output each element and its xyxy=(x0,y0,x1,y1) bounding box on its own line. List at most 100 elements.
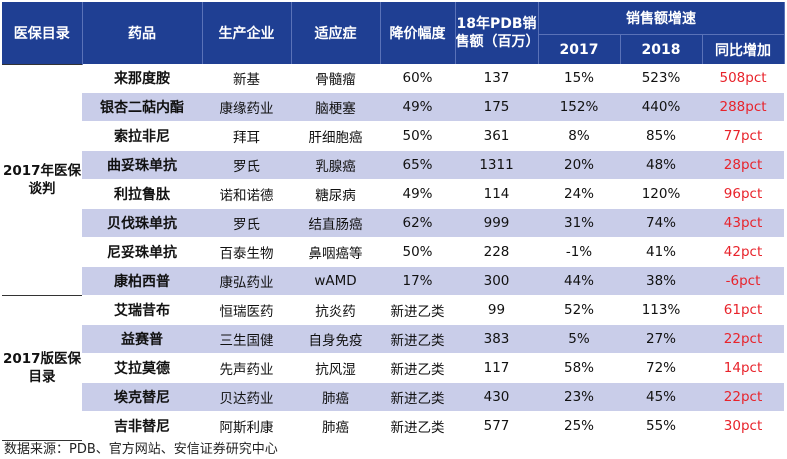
growth-2017: 44% xyxy=(538,266,620,296)
growth-2018: 48% xyxy=(620,150,702,180)
header-drug: 药品 xyxy=(82,2,203,64)
sales-value: 117 xyxy=(455,353,538,383)
indication: 脑梗塞 xyxy=(291,92,380,122)
growth-2018: 55% xyxy=(620,411,702,441)
growth-2017: 23% xyxy=(538,382,620,412)
header-category: 医保目录 xyxy=(2,2,83,64)
company-name: 阿斯利康 xyxy=(202,411,291,441)
price-cut: 50% xyxy=(380,237,455,267)
sales-value: 300 xyxy=(455,266,538,296)
table-row: 艾拉莫德 先声药业 抗风湿 新进乙类 117 58% 72% 14pct xyxy=(2,353,785,383)
price-cut: 62% xyxy=(380,208,455,238)
header-price-cut: 降价幅度 xyxy=(380,2,456,64)
price-cut: 49% xyxy=(380,92,455,122)
sales-value: 383 xyxy=(455,324,538,354)
table-row: 益赛普 三生国健 自身免疫 新进乙类 383 5% 27% 22pct xyxy=(2,324,785,354)
header-indication: 适应症 xyxy=(291,2,381,64)
indication: wAMD xyxy=(291,266,380,296)
indication: 骨髓瘤 xyxy=(291,64,380,93)
table-row: 吉非替尼 阿斯利康 肺癌 新进乙类 577 25% 55% 30pct xyxy=(2,411,785,441)
drug-name: 利拉鲁肽 xyxy=(82,179,202,209)
growth-2018: 85% xyxy=(620,121,702,151)
table-row: 贝伐珠单抗 罗氏 结直肠癌 62% 999 31% 74% 43pct xyxy=(2,208,785,238)
table-row: 康柏西普 康弘药业 wAMD 17% 300 44% 38% -6pct xyxy=(2,266,785,296)
growth-2018: 27% xyxy=(620,324,702,354)
company-name: 罗氏 xyxy=(202,208,291,238)
table-row: 2017版医保 目录 艾瑞昔布 恒瑞医药 抗炎药 新进乙类 99 52% 113% 61pct xyxy=(2,295,785,441)
growth-2018: 440% xyxy=(620,92,702,122)
growth-2018: 523% xyxy=(620,64,702,93)
company-name: 新基 xyxy=(202,64,291,93)
header-company: 生产企业 xyxy=(202,2,292,64)
growth-2017: 52% xyxy=(538,295,620,325)
indication: 结直肠癌 xyxy=(291,208,380,238)
group-label-line2: 谈判 xyxy=(28,180,56,197)
price-cut: 新进乙类 xyxy=(380,353,455,383)
drug-name: 益赛普 xyxy=(82,324,202,354)
table-row: 索拉非尼 拜耳 肝细胞癌 50% 361 8% 85% 77pct xyxy=(2,121,785,151)
group-label: 2017版医保 目录 xyxy=(2,295,82,441)
yoy-increase: 77pct xyxy=(702,121,785,151)
sales-value: 577 xyxy=(455,411,538,441)
table-row: 曲妥珠单抗 罗氏 乳腺癌 65% 1311 20% 48% 28pct xyxy=(2,150,785,180)
company-name: 诺和诺德 xyxy=(202,179,291,209)
indication: 肝细胞癌 xyxy=(291,121,380,151)
yoy-increase: 288pct xyxy=(702,92,785,122)
indication: 肺癌 xyxy=(291,411,380,441)
sales-value: 430 xyxy=(455,382,538,412)
drug-name: 艾瑞昔布 xyxy=(82,295,202,325)
header-sales-line1: 18年PDB销 xyxy=(456,16,537,32)
drug-name: 贝伐珠单抗 xyxy=(82,208,202,238)
growth-2018: 45% xyxy=(620,382,702,412)
price-cut: 17% xyxy=(380,266,455,296)
yoy-increase: 28pct xyxy=(702,150,785,180)
yoy-increase: 61pct xyxy=(702,295,785,325)
price-cut: 新进乙类 xyxy=(380,382,455,412)
yoy-increase: -6pct xyxy=(702,266,785,296)
drug-name: 埃克替尼 xyxy=(82,382,202,412)
yoy-increase: 22pct xyxy=(702,324,785,354)
growth-2017: -1% xyxy=(538,237,620,267)
sales-value: 999 xyxy=(455,208,538,238)
price-cut: 49% xyxy=(380,179,455,209)
drug-sales-table: 医保目录 药品 生产企业 适应症 降价幅度 18年PDB销 售额（百万） 销售额… xyxy=(2,2,785,441)
company-name: 罗氏 xyxy=(202,150,291,180)
company-name: 先声药业 xyxy=(202,353,291,383)
growth-2017: 25% xyxy=(538,411,620,441)
indication: 抗风湿 xyxy=(291,353,380,383)
table-row: 利拉鲁肽 诺和诺德 糖尿病 49% 114 24% 120% 96pct xyxy=(2,179,785,209)
table-row: 2017年医保 谈判 来那度胺 新基 骨髓瘤 60% 137 15% 523% 508pct xyxy=(2,63,785,296)
indication: 自身免疫 xyxy=(291,324,380,354)
growth-2018: 120% xyxy=(620,179,702,209)
price-cut: 新进乙类 xyxy=(380,295,455,325)
price-cut: 65% xyxy=(380,150,455,180)
growth-2017: 5% xyxy=(538,324,620,354)
price-cut: 60% xyxy=(380,64,455,93)
company-name: 百泰生物 xyxy=(202,237,291,267)
yoy-increase: 14pct xyxy=(702,353,785,383)
header-yoy: 同比增加 xyxy=(702,34,785,64)
company-name: 三生国健 xyxy=(202,324,291,354)
group-label-line1: 2017年医保 xyxy=(2,162,82,179)
drug-name: 吉非替尼 xyxy=(82,411,202,441)
growth-2018: 41% xyxy=(620,237,702,267)
indication: 肺癌 xyxy=(291,382,380,412)
drug-name: 艾拉莫德 xyxy=(82,353,202,383)
sales-value: 361 xyxy=(455,121,538,151)
sales-value: 114 xyxy=(455,179,538,209)
price-cut: 新进乙类 xyxy=(380,324,455,354)
sales-value: 137 xyxy=(455,64,538,93)
yoy-increase: 43pct xyxy=(702,208,785,238)
header-sales: 18年PDB销 售额（百万） xyxy=(455,2,539,64)
drug-name: 来那度胺 xyxy=(82,64,202,93)
company-name: 贝达药业 xyxy=(202,382,291,412)
company-name: 恒瑞医药 xyxy=(202,295,291,325)
drug-name: 银杏二萜内酯 xyxy=(82,92,202,122)
company-name: 康弘药业 xyxy=(202,266,291,296)
header-growth-group: 销售额增速 xyxy=(538,2,785,35)
growth-2018: 113% xyxy=(620,295,702,325)
growth-2017: 8% xyxy=(538,121,620,151)
group-label-line2: 目录 xyxy=(28,369,56,385)
yoy-increase: 42pct xyxy=(702,237,785,267)
